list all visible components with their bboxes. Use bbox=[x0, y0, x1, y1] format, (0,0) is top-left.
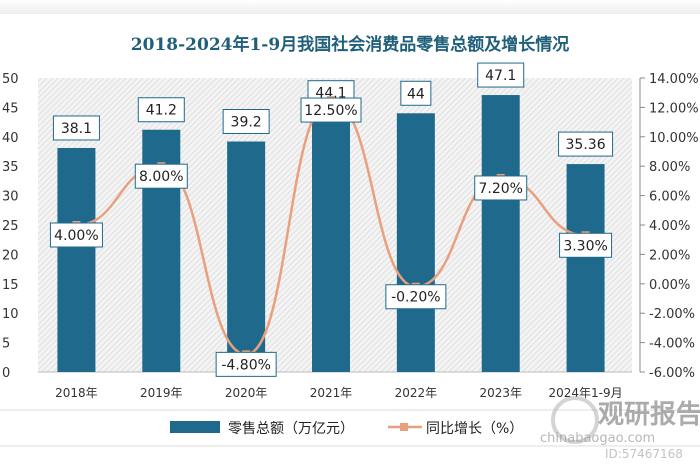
y-right-tick-label: -6.00% bbox=[649, 366, 695, 381]
x-tick-label: 2021年 bbox=[310, 386, 353, 400]
y-right-tick-label: 4.00% bbox=[649, 219, 690, 234]
y-left-tick-label: 20 bbox=[2, 248, 19, 263]
y-left-tick-label: 10 bbox=[2, 307, 19, 322]
y-left-tick-label: 35 bbox=[2, 160, 19, 175]
y-left-tick-label: 30 bbox=[2, 190, 19, 205]
y-left-tick-label: 0 bbox=[2, 366, 10, 381]
bar-label-box bbox=[400, 80, 432, 106]
legend-bar-label: 零售总额（万亿元） bbox=[228, 421, 354, 437]
y-right-tick-label: 2.00% bbox=[649, 248, 690, 263]
x-tick-label: 2020年 bbox=[225, 386, 268, 400]
chart-title: 2018-2024年1-9月我国社会消费品零售总额及增长情况 bbox=[130, 35, 570, 55]
bar-label-box bbox=[558, 131, 614, 157]
line-label-box bbox=[134, 163, 188, 189]
bar-label-box bbox=[137, 97, 185, 123]
bar-label-box bbox=[222, 109, 270, 135]
y-right-tick-label: 6.00% bbox=[649, 190, 690, 205]
watermark-id: ID:57467168 bbox=[605, 447, 683, 461]
line-data-label: 3.30% bbox=[563, 238, 607, 254]
bar-data-label: 39.2 bbox=[231, 115, 262, 131]
legend-line-label: 同比增长（%） bbox=[426, 421, 523, 437]
top-bar bbox=[0, 0, 700, 14]
line-data-label: 7.20% bbox=[478, 181, 522, 197]
line-label-box bbox=[300, 97, 362, 123]
line-data-label: 8.00% bbox=[139, 169, 183, 185]
watermark-text: 观研报告网 bbox=[598, 399, 700, 430]
x-tick-label: 2018年 bbox=[55, 386, 98, 400]
y-right-tick-label: 0.00% bbox=[649, 278, 690, 293]
bar-label-box bbox=[52, 115, 100, 141]
y-right-tick-label: -4.00% bbox=[649, 337, 695, 352]
y-left-tick-label: 5 bbox=[2, 337, 10, 352]
line-label-box bbox=[49, 222, 103, 248]
bar bbox=[566, 164, 605, 372]
y-right-tick-label: -2.00% bbox=[649, 307, 695, 322]
line-label-box bbox=[559, 232, 613, 258]
bar bbox=[227, 141, 266, 372]
y-right-tick-label: 8.00% bbox=[649, 160, 690, 175]
y-right-tick-label: 12.00% bbox=[649, 101, 699, 116]
x-tick-label: 2024年1-9月 bbox=[549, 386, 623, 400]
x-tick-label: 2019年 bbox=[140, 386, 183, 400]
line-data-label: 4.00% bbox=[54, 228, 98, 244]
y-left-tick-label: 45 bbox=[2, 101, 19, 116]
line-data-label: -4.80% bbox=[221, 357, 271, 373]
legend-line-marker bbox=[400, 423, 408, 431]
line-data-label: 12.50% bbox=[304, 103, 357, 119]
y-right-tick-label: 14.00% bbox=[649, 72, 699, 87]
bar bbox=[481, 95, 520, 372]
bar bbox=[396, 113, 435, 372]
watermark-logo-icon bbox=[551, 396, 599, 444]
y-left-tick-label: 15 bbox=[2, 278, 19, 293]
bar-data-label: 41.2 bbox=[146, 103, 177, 119]
x-tick-label: 2023年 bbox=[479, 386, 522, 400]
bar-label-box bbox=[477, 62, 525, 88]
bar-data-label: 47.1 bbox=[485, 68, 516, 84]
y-left-tick-label: 50 bbox=[2, 72, 19, 87]
bar-data-label: 44 bbox=[407, 86, 425, 102]
line-data-label: -0.20% bbox=[391, 290, 441, 306]
x-tick-label: 2022年 bbox=[395, 386, 438, 400]
y-left-tick-label: 25 bbox=[2, 219, 19, 234]
watermark-site: chinabaogao.com bbox=[540, 431, 655, 446]
bar bbox=[312, 112, 350, 372]
y-left-tick-label: 40 bbox=[2, 131, 19, 146]
bar bbox=[57, 147, 96, 372]
legend-bar-swatch bbox=[170, 421, 220, 433]
line-label-box bbox=[215, 351, 277, 377]
bar-data-label: 35.36 bbox=[566, 137, 606, 153]
bar-data-label: 38.1 bbox=[61, 121, 92, 137]
line-label-box bbox=[385, 284, 447, 310]
line-label-box bbox=[474, 175, 528, 201]
y-right-tick-label: 10.00% bbox=[649, 131, 699, 146]
